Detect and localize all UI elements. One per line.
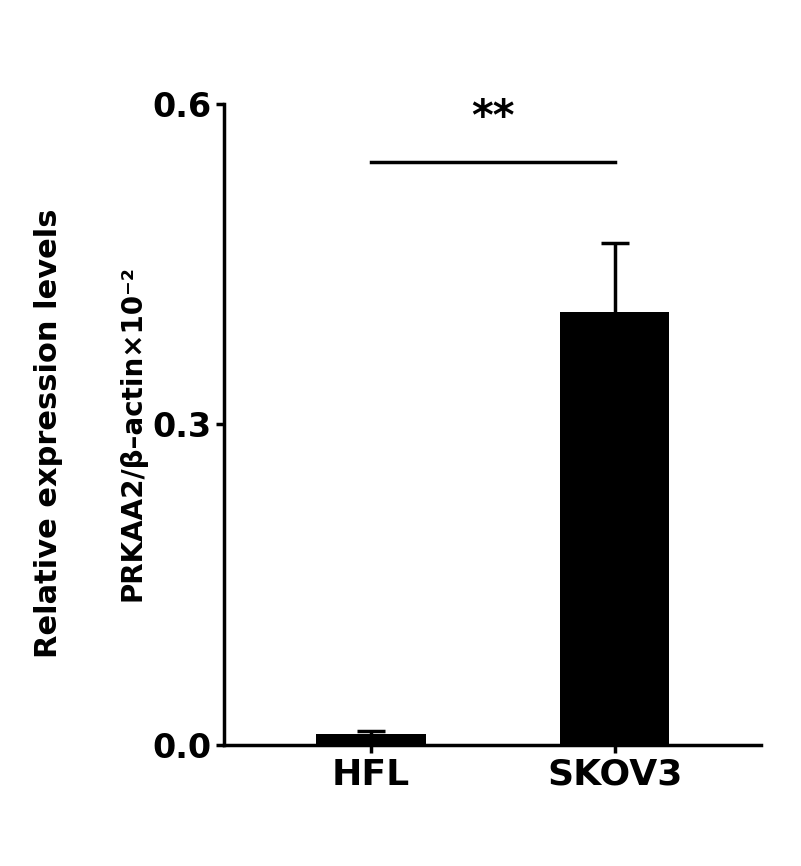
Text: PRKAA2/β–actin×10⁻²: PRKAA2/β–actin×10⁻²	[119, 265, 146, 601]
Bar	[316, 734, 425, 745]
Text: **: **	[471, 97, 514, 139]
Bar	[560, 312, 670, 745]
Text: Relative expression levels: Relative expression levels	[34, 208, 62, 658]
